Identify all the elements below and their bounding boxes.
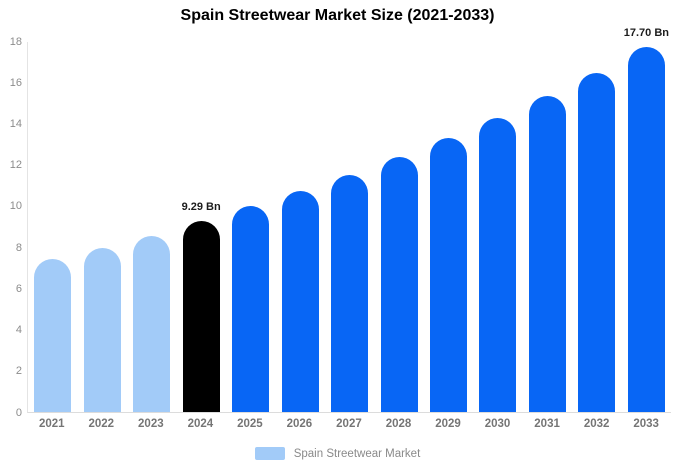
bar-slot-2026 — [275, 42, 324, 412]
x-label-2028: 2028 — [385, 418, 412, 430]
x-label-2031: 2031 — [534, 418, 560, 430]
x-axis: 2021 2022 2023 2024 2025 2026 2027 2028 2029 2030… — [27, 418, 671, 430]
y-tick-10: 10 — [9, 200, 22, 213]
bar-2031[interactable] — [528, 96, 566, 412]
bar-slot-2024: 9.29 Bn — [176, 42, 225, 412]
y-tick-0: 0 — [15, 406, 22, 419]
bar-2028[interactable] — [380, 157, 418, 412]
bar-slot-2021 — [28, 42, 77, 412]
bar-slot-2030 — [473, 42, 522, 412]
plot-area: 9.29 Bn 17.70 Bn — [27, 27, 671, 413]
x-label-2022: 2022 — [88, 418, 115, 430]
bar-2033[interactable] — [627, 47, 665, 412]
x-label-2032: 2032 — [583, 418, 610, 430]
x-label-2027: 2027 — [336, 418, 362, 430]
x-label-2023: 2023 — [138, 418, 164, 430]
bar-2023[interactable] — [133, 235, 171, 412]
y-tick-14: 14 — [9, 117, 22, 130]
x-label-2021: 2021 — [38, 418, 65, 430]
bar-2022[interactable] — [83, 248, 121, 412]
y-tick-6: 6 — [15, 282, 22, 295]
bar-value-label-2024: 9.29 Bn — [181, 200, 221, 213]
y-axis: 0 2 4 6 8 10 12 14 16 18 — [0, 36, 24, 419]
x-label-2025: 2025 — [237, 418, 263, 430]
legend-swatch-icon — [254, 447, 285, 460]
bar-slot-2033: 17.70 Bn — [622, 27, 671, 412]
y-tick-12: 12 — [9, 159, 22, 172]
x-label-2026: 2026 — [286, 418, 313, 430]
bar-2032[interactable] — [578, 72, 616, 412]
bars-row: 9.29 Bn 17.70 Bn — [28, 27, 671, 412]
bar-2026[interactable] — [281, 191, 319, 412]
bar-slot-2028 — [374, 42, 423, 412]
bar-slot-2029 — [424, 42, 473, 412]
x-label-2024: 2024 — [187, 418, 214, 430]
bar-2030[interactable] — [479, 117, 517, 412]
legend-label: Spain Streetwear Market — [293, 447, 421, 460]
x-label-2033: 2033 — [633, 418, 659, 430]
y-tick-16: 16 — [9, 76, 22, 89]
x-label-2029: 2029 — [435, 418, 461, 430]
bar-slot-2025 — [226, 42, 275, 412]
y-tick-8: 8 — [15, 241, 22, 254]
bar-slot-2027 — [325, 42, 374, 412]
bar-slot-2022 — [77, 42, 126, 412]
bar-slot-2023 — [127, 42, 176, 412]
x-label-2030: 2030 — [484, 418, 511, 430]
bar-2024[interactable] — [182, 220, 220, 412]
legend[interactable]: Spain Streetwear Market — [0, 447, 675, 460]
bar-value-label-2033: 17.70 Bn — [623, 27, 669, 40]
bar-slot-2031 — [523, 42, 572, 412]
bar-2021[interactable] — [34, 259, 72, 412]
bar-2027[interactable] — [331, 174, 369, 412]
y-tick-18: 18 — [9, 35, 22, 48]
y-tick-4: 4 — [15, 324, 22, 337]
chart-title: Spain Streetwear Market Size (2021-2033) — [180, 7, 495, 24]
y-tick-2: 2 — [15, 365, 22, 378]
bar-2025[interactable] — [232, 206, 270, 412]
bar-slot-2032 — [572, 42, 621, 412]
bar-2029[interactable] — [429, 138, 467, 412]
